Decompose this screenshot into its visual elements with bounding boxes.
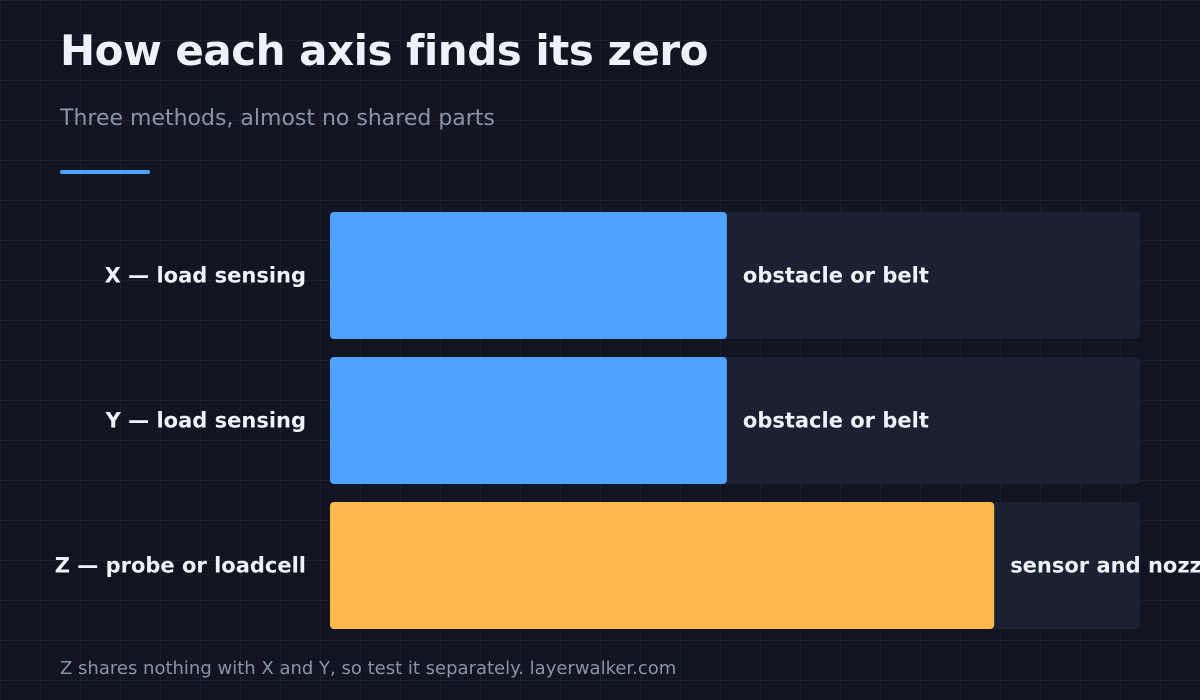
bar-label: sensor and nozzle — [1010, 554, 1200, 578]
page-subtitle: Three methods, almost no shared parts — [60, 106, 495, 131]
bar — [330, 212, 727, 339]
page-title: How each axis finds its zero — [60, 26, 708, 75]
category-label: X — load sensing — [105, 264, 306, 288]
bar — [330, 502, 995, 629]
bar — [330, 357, 727, 484]
bar-label: obstacle or belt — [743, 409, 929, 433]
category-label: Z — probe or loadcell — [55, 554, 306, 578]
accent-rule — [60, 170, 150, 174]
bar-label: obstacle or belt — [743, 264, 929, 288]
category-label: Y — load sensing — [105, 409, 306, 433]
footer-note: Z shares nothing with X and Y, so test i… — [60, 658, 677, 679]
